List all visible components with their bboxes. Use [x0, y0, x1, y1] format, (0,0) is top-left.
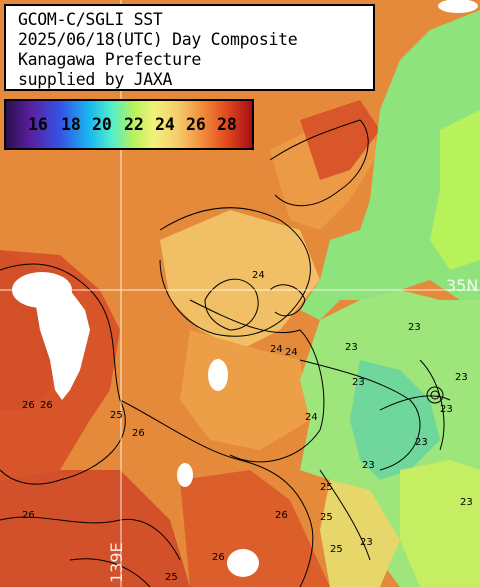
white-mask-island-1 [208, 359, 228, 391]
color-legend: 16 18 20 22 24 26 28 [4, 99, 254, 150]
contour-label: 23 [415, 437, 428, 448]
land-east-highlands [430, 110, 480, 270]
contour-label: 24 [285, 347, 298, 358]
legend-label: 22 [124, 115, 144, 134]
sea-warm-southwest [0, 470, 190, 587]
legend-label: 18 [61, 115, 81, 134]
contour-label: 23 [455, 372, 468, 383]
title-line-1: GCOM-C/SGLI SST [18, 10, 163, 29]
title-box: GCOM-C/SGLI SST 2025/06/18(UTC) Day Comp… [4, 4, 375, 91]
contour-label: 25 [110, 410, 123, 421]
land-peninsula-tip [350, 360, 440, 480]
contour-label: 23 [460, 497, 473, 508]
white-mask-west-bay [35, 290, 90, 400]
legend-label: 26 [186, 115, 206, 134]
contour-label: 23 [408, 322, 421, 333]
title-line-2: 2025/06/18(UTC) Day Composite [18, 30, 298, 49]
contour-label: 26 [212, 552, 225, 563]
contour-label: 26 [275, 510, 288, 521]
contour-label: 24 [305, 412, 318, 423]
land-south-coast [320, 480, 400, 587]
contour-labels: 26 26 26 26 26 24 24 24 24 23 23 23 23 2… [22, 270, 473, 583]
lon-label-139e: 139E [107, 542, 126, 583]
white-mask-island-2 [227, 549, 259, 577]
contour-label: 23 [362, 460, 375, 471]
sea-mid-bay [180, 330, 310, 450]
title-line-4: supplied by JAXA [18, 70, 173, 89]
contour-label: 23 [352, 377, 365, 388]
legend-label: 24 [155, 115, 175, 134]
legend-label: 28 [217, 115, 237, 134]
sea-warm-south [180, 470, 330, 587]
contour-label: 23 [345, 342, 358, 353]
contour-label: 26 [22, 400, 35, 411]
white-mask-island-3 [177, 463, 193, 487]
contour-label: 24 [270, 344, 283, 355]
contour-label: 24 [252, 270, 265, 281]
land-southeast [400, 460, 480, 587]
contour-label: 26 [22, 510, 35, 521]
legend-label: 16 [28, 115, 48, 134]
contour-label: 26 [132, 428, 145, 439]
contour-label: 25 [165, 572, 178, 583]
lat-label-35n-left: 35N [14, 278, 47, 297]
contour-lines [0, 119, 451, 587]
lat-label-35n-right: 35N [446, 276, 479, 295]
contour-label: 25 [320, 512, 333, 523]
contour-label: 23 [440, 404, 453, 415]
contour-label: 23 [360, 537, 373, 548]
contour-label: 26 [40, 400, 53, 411]
contour-label: 25 [330, 544, 343, 555]
title-line-3: Kanagawa Prefecture [18, 50, 202, 69]
legend-label: 20 [92, 115, 112, 134]
white-mask-top-right [438, 0, 478, 13]
contour-label: 25 [320, 482, 333, 493]
